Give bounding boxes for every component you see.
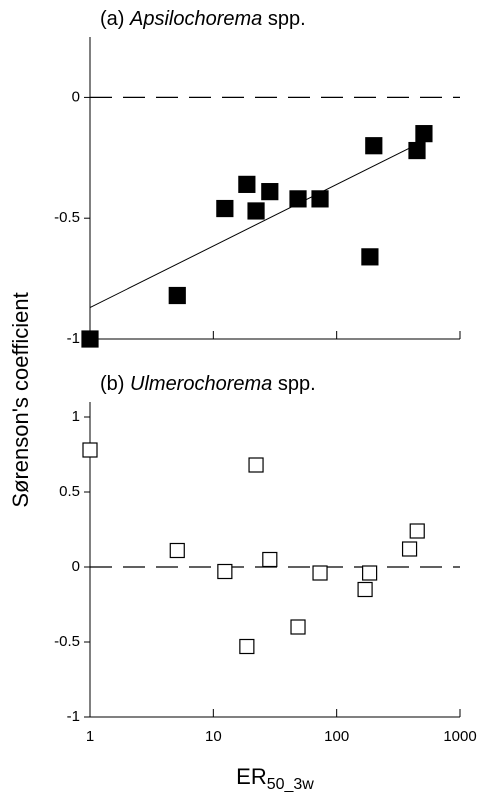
- marker: [216, 199, 234, 218]
- title-genus: Ulmerochorema: [130, 373, 272, 395]
- x-axis-label: ER50_3w: [236, 764, 314, 793]
- x-axis-label-main: ER: [236, 764, 267, 789]
- marker: [217, 563, 233, 580]
- marker: [239, 638, 255, 655]
- marker: [81, 330, 99, 348]
- y-tick-label: -0.5: [54, 633, 80, 650]
- fit-line: [89, 140, 425, 309]
- marker: [365, 137, 383, 155]
- title-suffix: spp.: [268, 8, 306, 30]
- panel-title: (b) Ulmerochorema spp.: [100, 373, 316, 395]
- marker: [247, 202, 265, 220]
- marker: [312, 565, 328, 581]
- y-tick-label: -1: [67, 708, 80, 725]
- y-tick-label: -1: [67, 330, 80, 347]
- title-prefix: (b): [100, 373, 124, 395]
- title-genus: Apsilochorema: [129, 8, 262, 30]
- marker: [262, 551, 278, 568]
- panel-title: (a) Apsilochorema spp.: [100, 8, 306, 30]
- x-tick-label: 100: [324, 728, 349, 745]
- y-tick-label: 0: [72, 558, 80, 575]
- y-tick-label: 1: [72, 408, 80, 425]
- marker: [289, 190, 307, 208]
- marker: [357, 581, 373, 598]
- x-tick-label: 1: [86, 728, 94, 745]
- title-prefix: (a): [100, 8, 124, 30]
- marker: [168, 286, 186, 305]
- y-axis-label: Sørenson's coefficient: [8, 292, 33, 507]
- marker: [401, 541, 418, 557]
- y-tick-label: -0.5: [54, 209, 80, 226]
- y-tick-label: 0.5: [59, 483, 80, 500]
- marker: [82, 442, 98, 458]
- y-tick-label: 0: [72, 88, 80, 105]
- marker: [409, 523, 425, 539]
- x-axis-label-sub: 50_3w: [267, 776, 315, 793]
- marker: [290, 619, 306, 635]
- marker: [238, 175, 256, 193]
- marker: [408, 141, 426, 160]
- x-tick-label: 1000: [443, 728, 476, 745]
- marker: [248, 457, 264, 473]
- marker: [415, 125, 433, 143]
- marker: [362, 565, 378, 581]
- marker: [261, 183, 279, 201]
- title-suffix: spp.: [278, 373, 316, 395]
- x-tick-label: 10: [205, 728, 222, 745]
- marker: [169, 542, 185, 559]
- marker: [361, 248, 379, 266]
